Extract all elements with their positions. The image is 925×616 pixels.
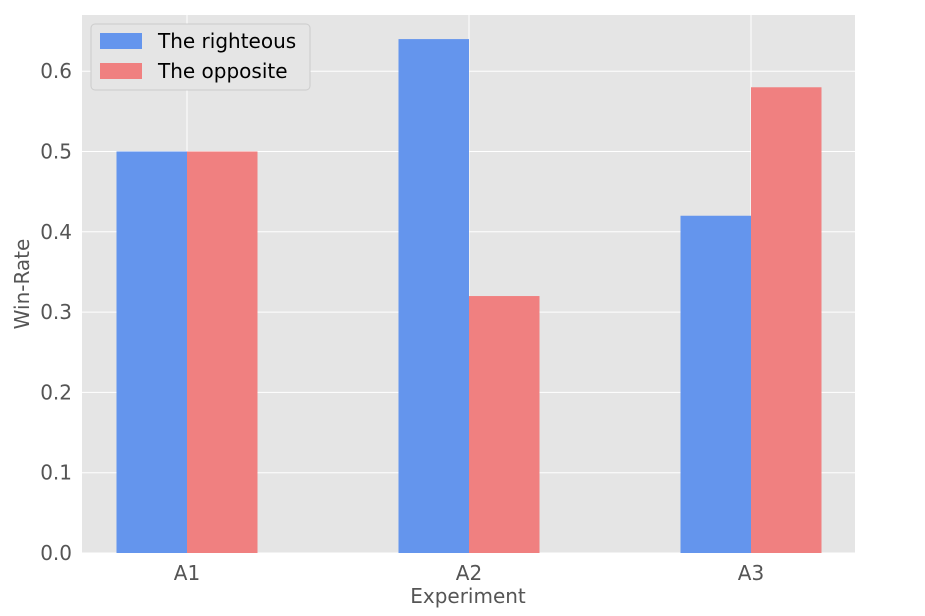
y-tick-label: 0.4 [40,220,72,244]
bar-opposite-A3 [751,87,822,554]
legend-label-opposite: The opposite [157,59,288,83]
x-tick-label: A3 [738,561,764,585]
y-tick-label: 0.2 [40,380,72,404]
legend: The righteous The opposite [90,23,311,91]
y-tick-label: 0.5 [40,140,72,164]
y-tick-label: 0.1 [40,461,72,485]
x-axis-label: Experiment [410,584,526,608]
bar-righteous-A1 [116,151,187,554]
legend-swatch-righteous [100,33,142,49]
x-ticks: A1 A2 A3 [174,561,764,585]
x-tick-label: A1 [174,561,200,585]
y-tick-label: 0.3 [40,300,72,324]
legend-label-righteous: The righteous [157,29,296,53]
bar-opposite-A2 [469,296,540,553]
y-axis-label: Win-Rate [10,239,34,330]
x-tick-label: A2 [456,561,482,585]
legend-box [90,23,311,91]
y-ticks: 0.0 0.1 0.2 0.3 0.4 0.5 0.6 [40,59,72,565]
bar-righteous-A3 [680,215,751,553]
y-tick-label: 0.0 [40,541,72,565]
y-tick-label: 0.6 [40,59,72,83]
bars [116,39,822,554]
bar-righteous-A2 [398,39,469,554]
bar-opposite-A1 [187,151,258,554]
legend-swatch-opposite [100,63,142,79]
